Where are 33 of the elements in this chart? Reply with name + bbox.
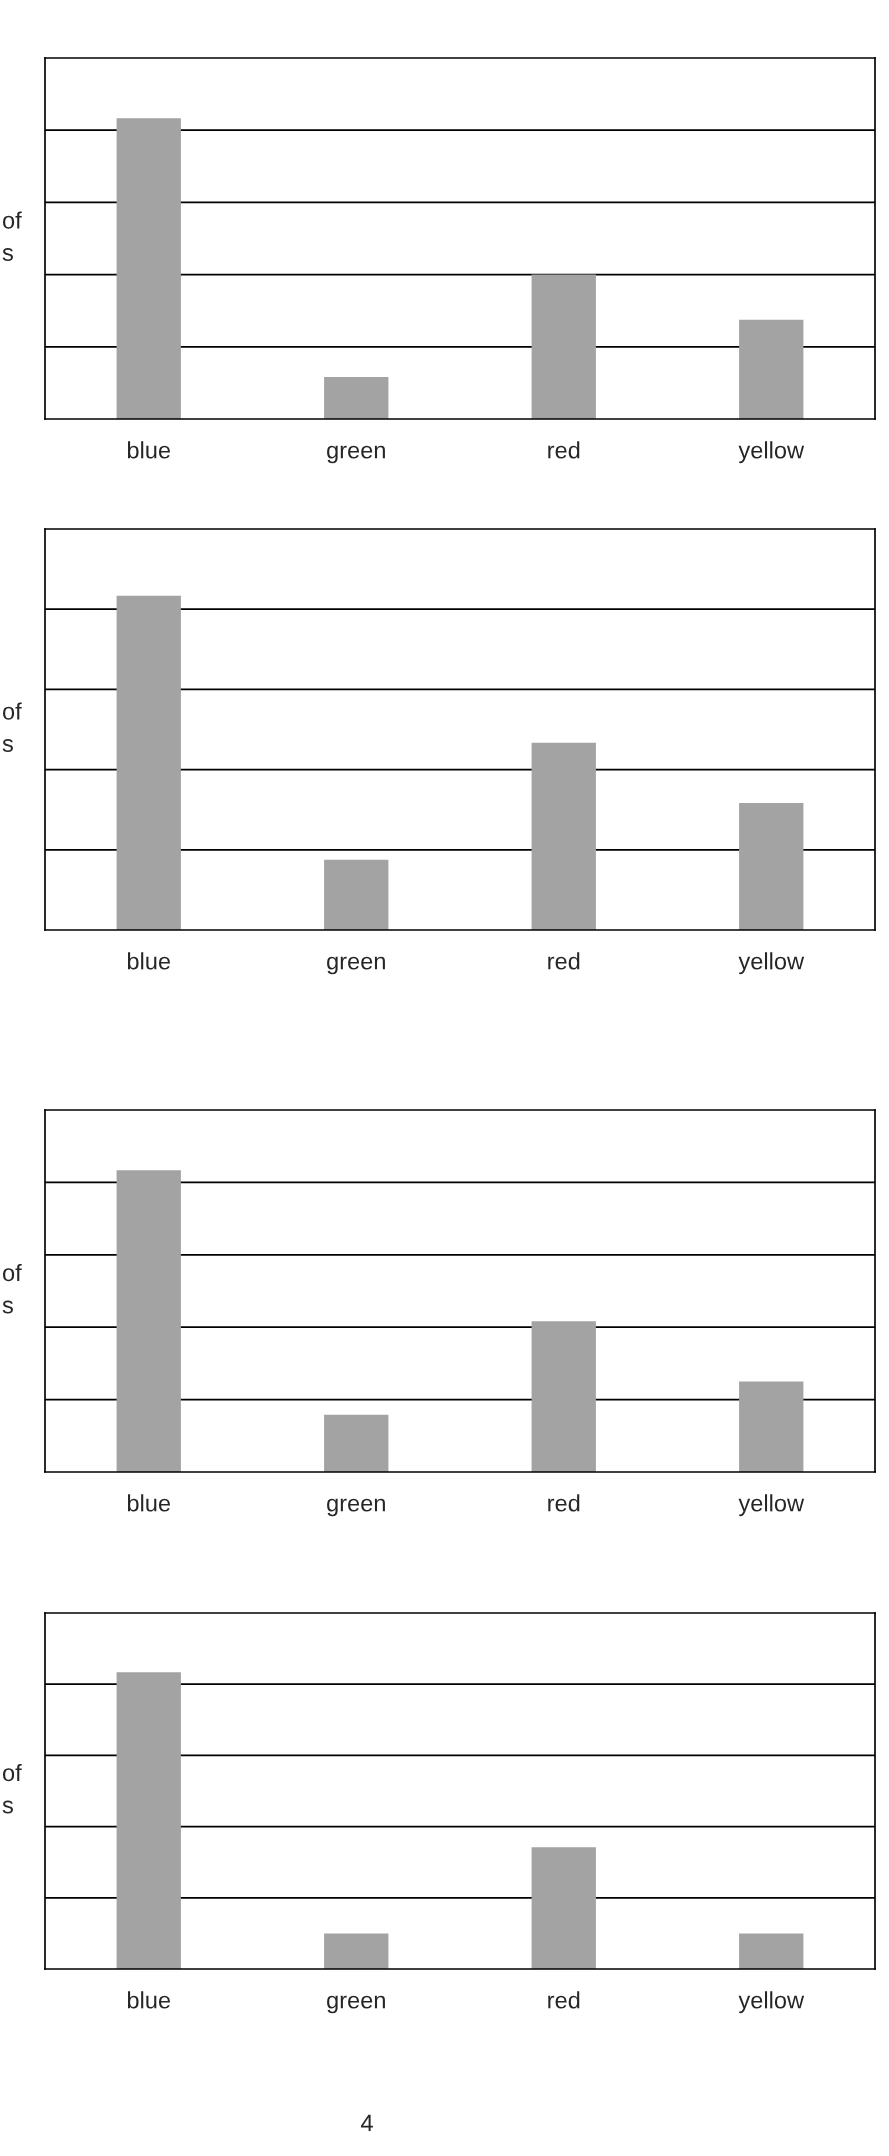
bar [739, 1381, 804, 1472]
y-axis-title: of s [2, 702, 22, 752]
bar [531, 1321, 596, 1472]
bar [531, 742, 596, 930]
x-tick-label: red [548, 441, 580, 459]
bar [116, 118, 181, 419]
bar [324, 1414, 389, 1472]
x-tick-label: green [327, 1498, 385, 1517]
x-tick-label: red [548, 1494, 580, 1512]
x-tick-label: blue [127, 1991, 171, 2009]
text: 4 [360, 2114, 373, 2132]
x-tick-label: green [327, 956, 385, 975]
bar [739, 319, 804, 419]
x-tick-label: green [327, 1995, 385, 2014]
x-tick-label: blue [127, 1494, 171, 1512]
y-axis-title: of s [2, 1263, 22, 1314]
x-tick-label: yellow [738, 441, 805, 464]
bar [116, 595, 181, 930]
x-tick-label: yellow [738, 1494, 805, 1517]
y-axis-title: of s [2, 211, 22, 261]
x-tick-label: green [327, 445, 385, 464]
x-tick-label: blue [127, 952, 171, 970]
x-tick-label: red [548, 952, 580, 970]
x-tick-label: red [548, 1991, 580, 2009]
x-tick-label: blue [127, 441, 171, 459]
bar [116, 1170, 181, 1472]
x-tick-label: yellow [738, 1991, 805, 2014]
bar [531, 274, 596, 419]
bar [324, 859, 389, 930]
bar [324, 376, 389, 419]
y-axis-title: of s [2, 1763, 22, 1814]
bar [739, 803, 804, 930]
x-tick-label: yellow [738, 952, 805, 975]
